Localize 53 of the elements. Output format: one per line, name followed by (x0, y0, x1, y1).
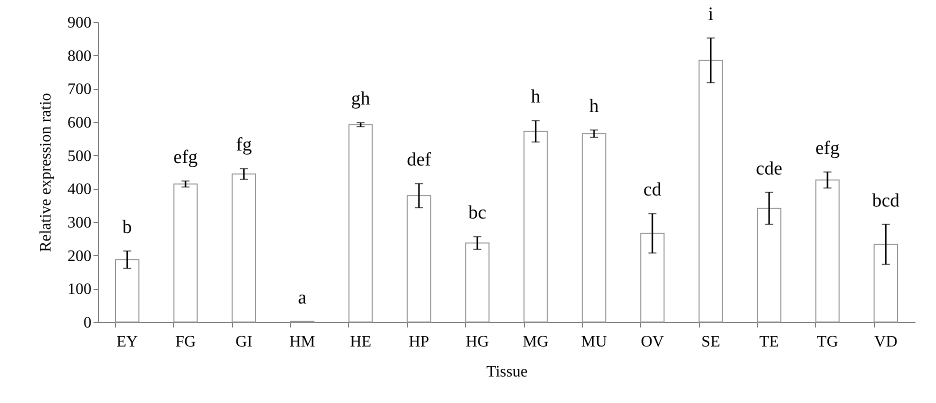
x-tick-label: TE (759, 334, 779, 350)
bar (115, 259, 140, 322)
x-axis-title: Tissue (486, 364, 528, 380)
y-tick-label: 300 (68, 214, 92, 232)
annotation: a (298, 287, 308, 308)
annotation: cde (756, 158, 782, 180)
y-tick-label: 0 (84, 314, 92, 332)
bar (465, 242, 490, 322)
x-tick-label: HM (289, 334, 316, 350)
annotation: cd (643, 180, 662, 201)
x-tick-label: SE (701, 334, 720, 350)
bar (756, 208, 782, 322)
bar (232, 174, 256, 322)
annotation: bc (468, 202, 486, 224)
bar (173, 184, 198, 322)
bar (874, 244, 898, 322)
bar (640, 232, 665, 322)
bar (348, 124, 373, 322)
x-tick-label: HP (408, 334, 430, 350)
y-tick-label: 800 (68, 48, 92, 65)
y-tick-label: 900 (68, 14, 92, 32)
annotation: efg (173, 147, 198, 168)
annotation: efg (815, 138, 840, 159)
bar (406, 195, 432, 322)
annotation: b (122, 217, 132, 238)
annotation: i (708, 4, 714, 25)
y-tick-label: 500 (68, 148, 92, 165)
x-tick-label: EY (116, 334, 138, 350)
x-tick-label: HE (350, 334, 372, 350)
x-tick-label: HG (466, 334, 490, 350)
bar (698, 60, 723, 322)
x-tick-label: MU (581, 334, 608, 350)
x-tick-label: FG (175, 334, 196, 350)
y-axis-title: Relative expression ratio (38, 92, 54, 252)
y-tick-label: 200 (68, 248, 92, 265)
bar (582, 133, 606, 322)
x-tick-label: VD (874, 334, 898, 350)
annotation: h (530, 86, 541, 108)
bar (815, 180, 840, 322)
x-tick-label: TG (816, 334, 839, 350)
annotation: fg (236, 134, 252, 156)
y-tick-label: 600 (68, 114, 92, 132)
annotation: def (406, 150, 432, 171)
y-tick-label: 400 (68, 181, 92, 198)
annotation: gh (351, 88, 371, 110)
bar (524, 130, 548, 322)
x-tick-label: OV (640, 334, 664, 350)
x-tick-label: MG (522, 334, 550, 350)
annotation: h (589, 96, 600, 117)
y-tick-label: 100 (68, 281, 92, 298)
annotation: bcd (872, 190, 900, 212)
x-tick-label: GI (235, 334, 252, 350)
y-tick-label: 700 (68, 81, 92, 98)
